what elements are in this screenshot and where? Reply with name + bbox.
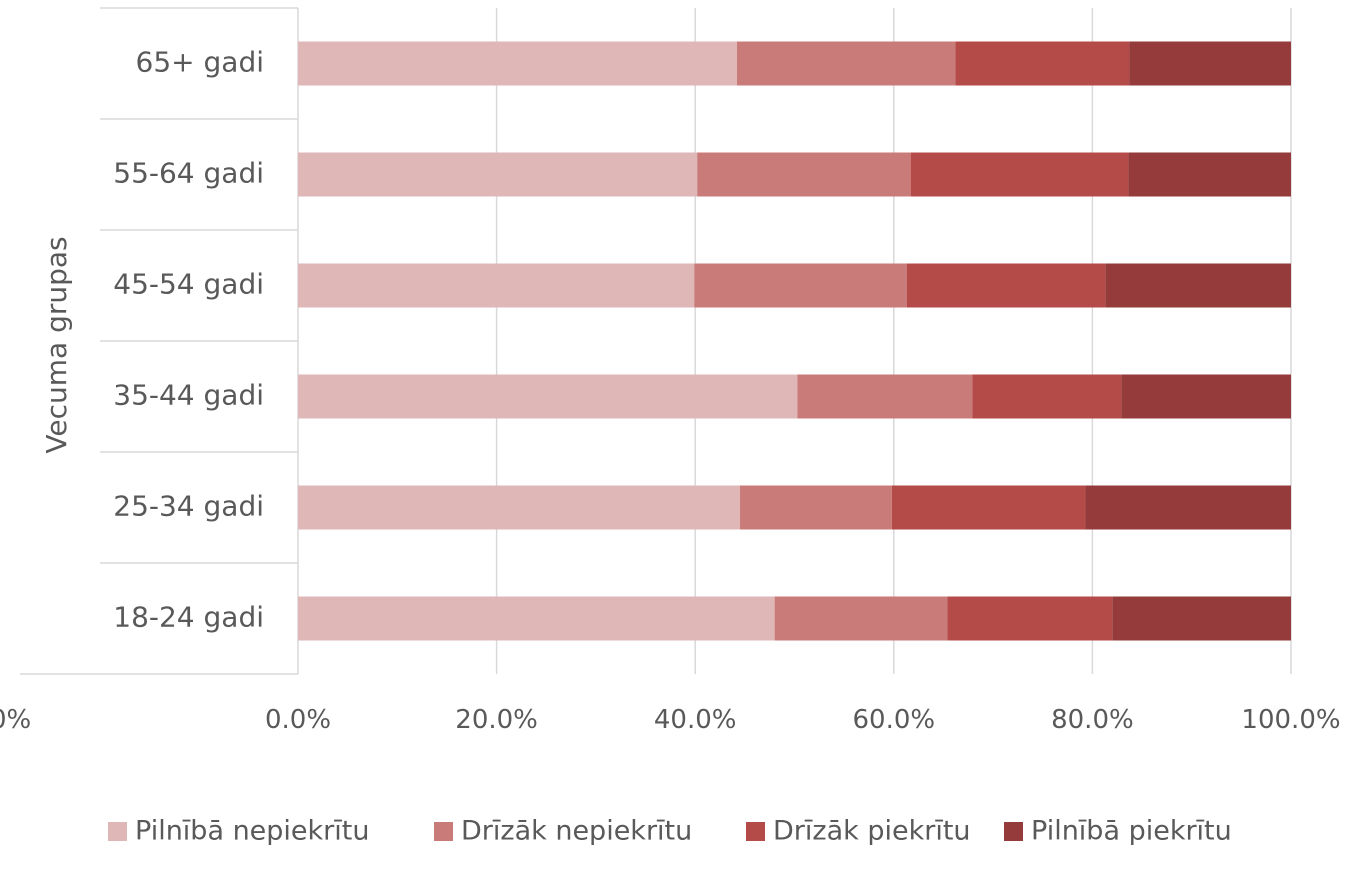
x-tick-label-clipped: 0% xyxy=(0,705,31,735)
bar-segment xyxy=(910,152,1129,197)
legend-swatch xyxy=(746,822,765,841)
category-label: 55-64 gadi xyxy=(113,157,264,190)
legend-swatch xyxy=(108,822,127,841)
legend-swatch xyxy=(434,822,453,841)
x-tick-label: 0.0% xyxy=(265,705,331,735)
bar-segment xyxy=(298,263,695,308)
x-tick-label: 80.0% xyxy=(1051,705,1134,735)
bar-segment xyxy=(694,263,907,308)
bar-segment xyxy=(736,41,956,86)
legend-label: Pilnībā nepiekrītu xyxy=(135,816,369,847)
axes xyxy=(20,7,299,675)
bar-segment xyxy=(906,263,1106,308)
bar-segment xyxy=(298,152,698,197)
x-tick-label: 60.0% xyxy=(852,705,935,735)
bar-segment xyxy=(1085,485,1291,530)
x-tick-labels: 0.0% 20.0% 40.0% 60.0% 80.0% 100.0% xyxy=(265,705,1341,735)
bar-segment xyxy=(739,485,892,530)
bar-segment xyxy=(1112,596,1291,641)
x-tick-label: 20.0% xyxy=(455,705,538,735)
bar-segment xyxy=(298,596,775,641)
bars xyxy=(298,41,1291,641)
category-label: 35-44 gadi xyxy=(113,379,264,412)
x-tick-label: 40.0% xyxy=(654,705,737,735)
bar-segment xyxy=(298,41,737,86)
category-label: 25-34 gadi xyxy=(113,490,264,523)
bar-segment xyxy=(298,374,798,419)
legend: Pilnībā nepiekrītu Drīzāk nepiekrītu Drīzā… xyxy=(108,816,1232,847)
bar-segment xyxy=(947,596,1113,641)
bar-segment xyxy=(697,152,911,197)
category-label: 65+ gadi xyxy=(136,46,264,79)
legend-swatch xyxy=(1004,822,1023,841)
legend-label: Drīzāk nepiekrītu xyxy=(461,816,692,847)
bar-segment xyxy=(298,485,740,530)
bar-segment xyxy=(1105,263,1291,308)
bar-segment xyxy=(1128,152,1291,197)
bar-segment xyxy=(891,485,1086,530)
legend-label: Drīzāk piekrītu xyxy=(773,816,971,847)
bar-segment xyxy=(774,596,948,641)
bar-segment xyxy=(955,41,1130,86)
bar-segment xyxy=(797,374,973,419)
category-label: 18-24 gadi xyxy=(113,601,264,634)
gridlines xyxy=(495,8,1292,674)
bar-segment xyxy=(1121,374,1291,419)
bar-segment xyxy=(1129,41,1291,86)
category-labels: 18-24 gadi 25-34 gadi 35-44 gadi 45-54 gadi… xyxy=(113,46,264,634)
category-label: 45-54 gadi xyxy=(113,268,264,301)
x-tick-label: 100.0% xyxy=(1241,705,1340,735)
y-axis-label: Vecuma grupas xyxy=(40,236,73,453)
legend-label: Pilnībā piekrītu xyxy=(1031,816,1232,847)
bar-segment xyxy=(972,374,1122,419)
